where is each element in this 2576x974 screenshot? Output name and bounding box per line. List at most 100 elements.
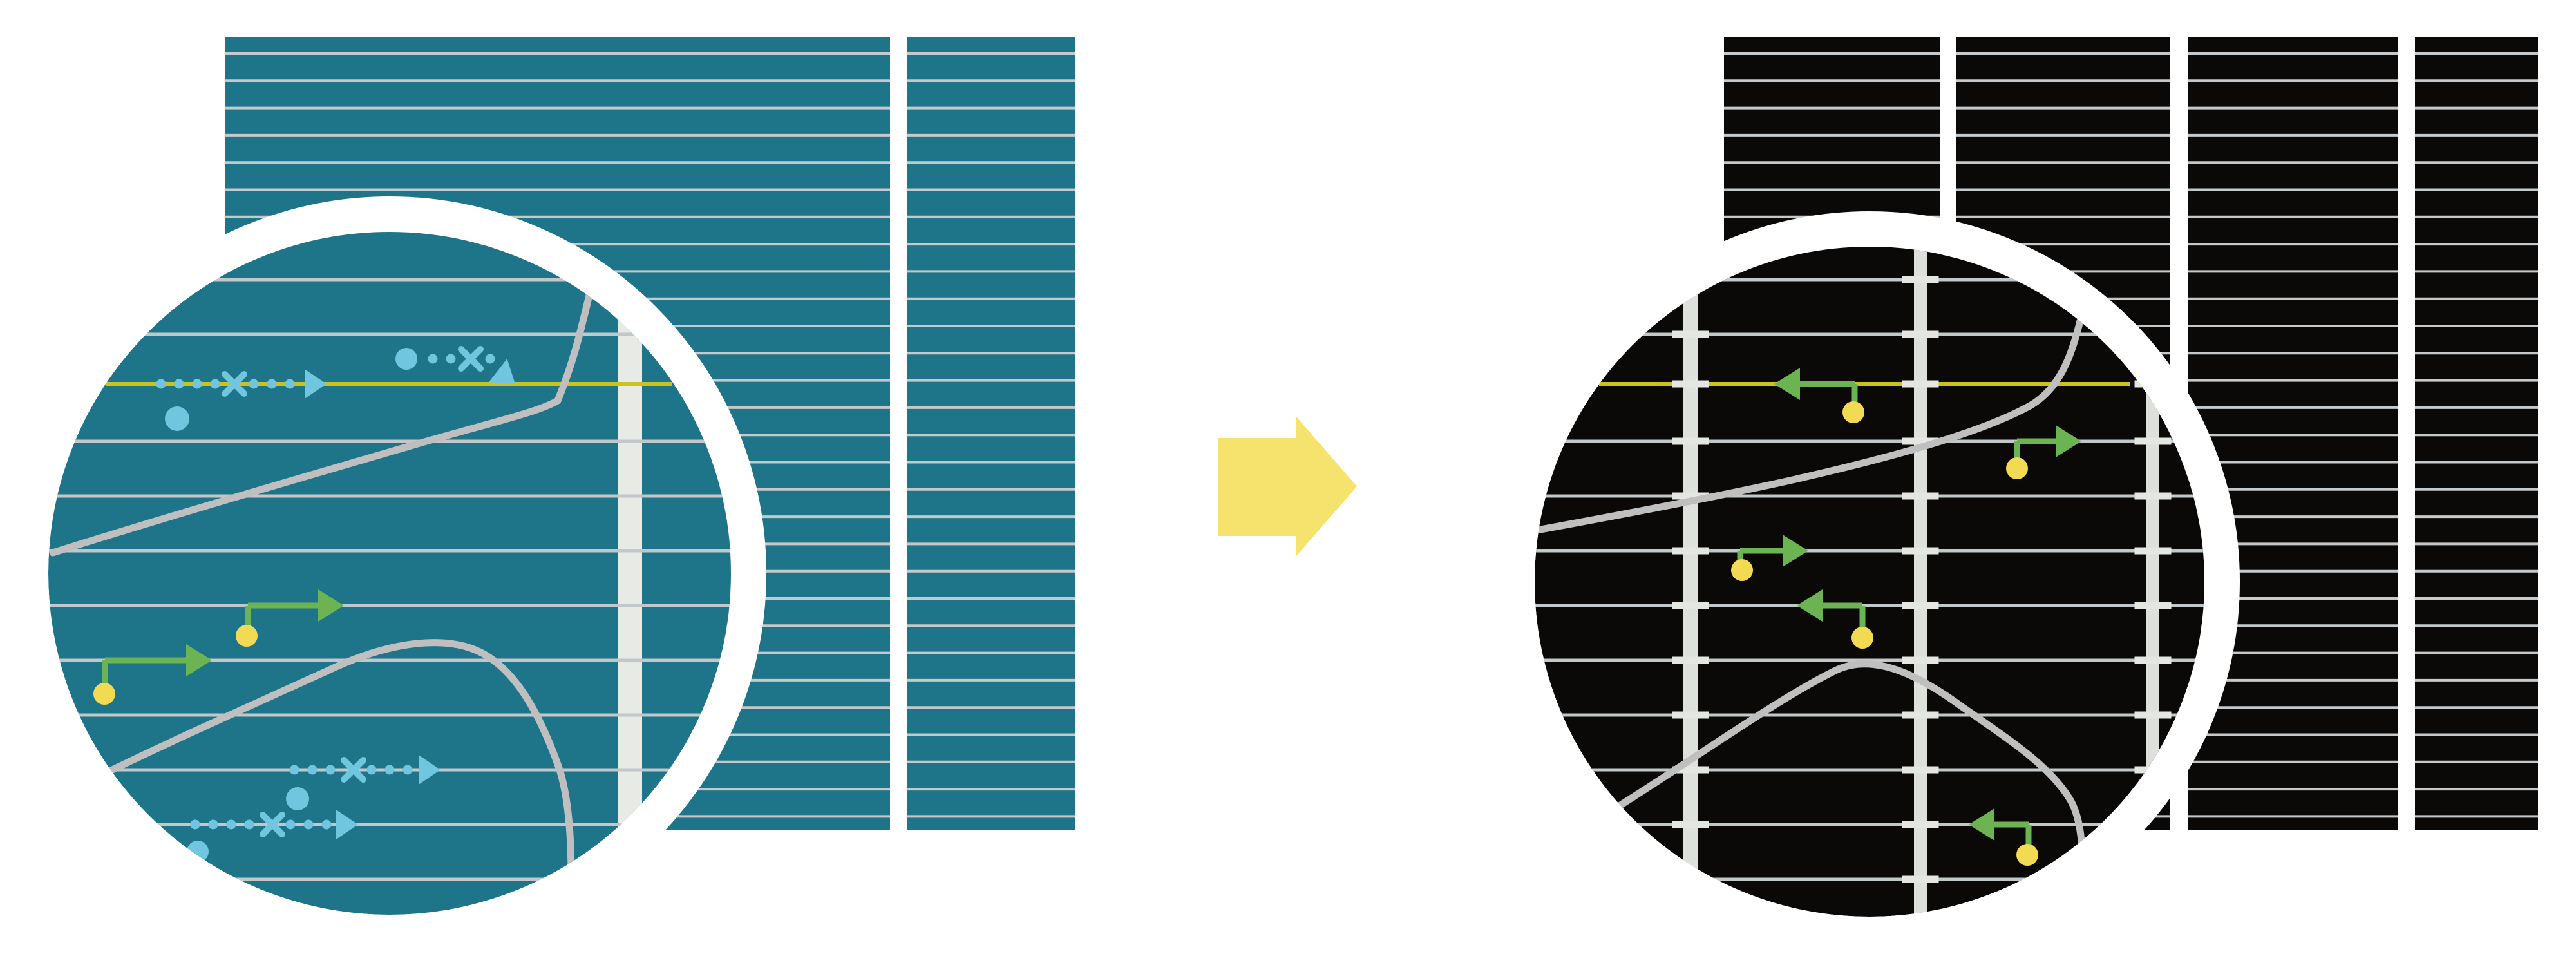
defect-trail (187, 810, 358, 863)
recombination-x (458, 346, 484, 372)
solder-tab (1902, 547, 1939, 555)
carrier-dot (285, 379, 295, 389)
solder-tab (1672, 602, 1709, 609)
wire-busbar-3 (2146, 247, 2159, 917)
solder-tab (1902, 602, 1939, 609)
carrier-origin (93, 683, 115, 705)
trail-arrowhead (336, 810, 358, 839)
carrier-dot (289, 765, 299, 775)
defect-site (286, 787, 309, 810)
solder-tab (1902, 875, 1939, 883)
carrier-dot (267, 379, 277, 389)
grain-boundary (49, 283, 595, 557)
defect-trail (395, 346, 515, 384)
solder-tab (2134, 437, 2172, 445)
extraction-arrowhead (1969, 808, 1994, 841)
solder-tab (1672, 821, 1709, 828)
carrier-origin (1731, 559, 1753, 581)
solder-tab (2134, 492, 2172, 500)
recombination-x (341, 757, 366, 783)
defect-trail (286, 755, 440, 810)
carrier-dot (325, 765, 336, 775)
busbar (618, 232, 642, 915)
extraction-arrowhead (1774, 368, 1800, 400)
solder-tab (1902, 766, 1939, 774)
solder-tab (1672, 766, 1709, 774)
extraction-arrowhead (186, 644, 212, 676)
carrier-dot (402, 765, 413, 775)
solder-tab (1672, 330, 1709, 338)
carrier-path-arrow (1731, 535, 1808, 581)
carrier-dot (226, 819, 236, 830)
magnifier-ring (13, 196, 766, 950)
trail-arrowhead (489, 358, 515, 384)
grain-boundary (1537, 317, 2084, 533)
carrier-path-arrow (2006, 425, 2081, 479)
solder-tab (1902, 330, 1939, 338)
carrier-dot (249, 379, 259, 389)
carrier-dot (321, 819, 332, 830)
solder-tab (2134, 602, 2172, 609)
solder-tab (1672, 492, 1709, 500)
magnified-view (1535, 247, 2204, 917)
carrier-dot (244, 819, 254, 830)
carrier-dot (384, 765, 395, 775)
carrier-dot (446, 354, 456, 364)
extraction-arrowhead (318, 589, 344, 622)
carrier-dot (303, 819, 314, 830)
cell-strip (907, 37, 1075, 830)
grain-boundary (53, 639, 575, 915)
solder-tab (1672, 711, 1709, 719)
wire-busbar-1 (1683, 247, 1698, 917)
cell-column-3 (2188, 37, 2398, 830)
carrier-path-arrow (93, 644, 212, 705)
solder-tab (2134, 656, 2172, 664)
carrier-path-arrow (236, 589, 344, 647)
magnifier-ring (1499, 211, 2240, 952)
defect-site (165, 406, 189, 431)
carrier-dot (208, 819, 218, 830)
grain-boundary (1616, 660, 2087, 861)
carrier-dot (190, 819, 200, 830)
carrier-dot (156, 379, 166, 389)
solder-tab (1902, 711, 1939, 719)
solder-tab (1672, 380, 1709, 388)
carrier-dot (307, 765, 317, 775)
magnifier-left (48, 232, 731, 915)
carrier-dot (485, 354, 495, 364)
solder-tab (1902, 276, 1939, 283)
carrier-dot (285, 819, 296, 830)
carrier-dot (192, 379, 202, 389)
trail-arrowhead (305, 369, 327, 399)
solder-tab (1902, 437, 1939, 445)
carrier-dot (366, 765, 377, 775)
solder-tab (1902, 821, 1939, 828)
carrier-origin (1852, 627, 1873, 649)
solder-tab (2134, 711, 2172, 719)
magnifier-right (1535, 247, 2204, 917)
carrier-path-arrow (1797, 589, 1873, 649)
recombination-x (260, 812, 285, 837)
carrier-origin (2006, 457, 2028, 479)
defect-trail (156, 369, 327, 431)
trail-arrowhead (419, 755, 440, 785)
carrier-dot (210, 379, 220, 389)
solder-tab (1902, 380, 1939, 388)
solder-tab (2134, 547, 2172, 555)
extraction-arrowhead (1783, 535, 1808, 567)
carrier-origin (236, 625, 258, 647)
process-arrow (1218, 417, 1357, 556)
carrier-dot (428, 354, 438, 364)
carrier-path-arrow (1774, 368, 1864, 423)
wire-busbar-2 (1914, 247, 1927, 917)
solder-tab (1672, 547, 1709, 555)
solder-tab (1672, 437, 1709, 445)
recombination-x (222, 371, 247, 397)
cell-column-4 (2415, 37, 2538, 830)
extraction-arrowhead (2056, 425, 2081, 457)
defect-site (395, 348, 417, 370)
solder-tab (1902, 492, 1939, 500)
carrier-path-arrow (1969, 808, 2038, 866)
